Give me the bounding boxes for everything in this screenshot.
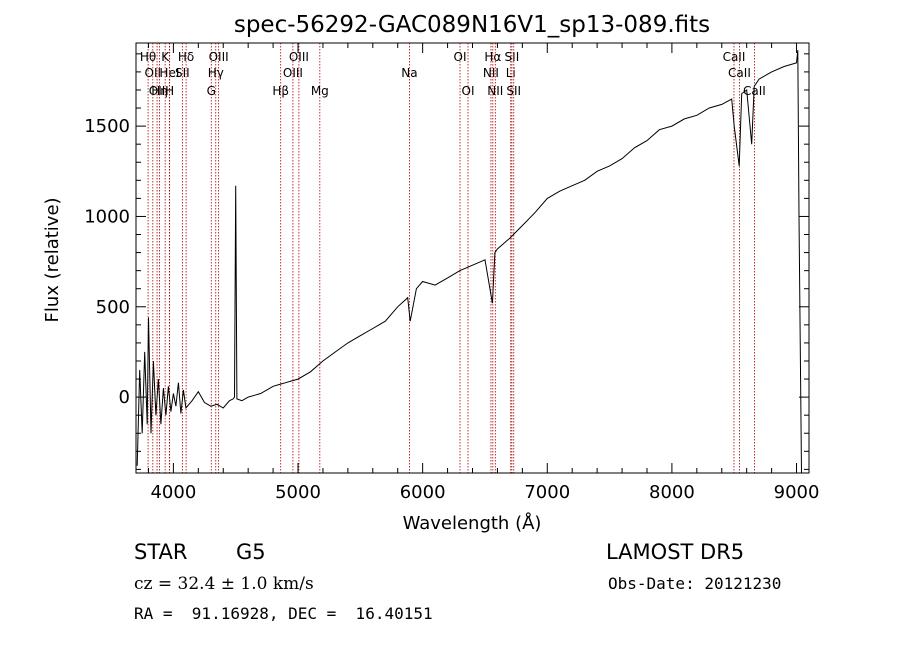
line-marker-label-16: Na <box>401 66 417 80</box>
line-marker-label-17: OI <box>454 50 467 64</box>
line-marker-label-18: OI <box>462 84 475 98</box>
y-tick-label-2: 1000 <box>84 206 130 227</box>
x-tick-label-3: 7000 <box>524 482 570 503</box>
object-class: STAR <box>134 540 188 564</box>
line-marker-label-14: OIII <box>289 50 309 64</box>
y-tick-label-1: 500 <box>96 297 130 318</box>
line-marker-label-20: Hα <box>484 50 501 64</box>
x-tick-label-5: 9000 <box>774 482 820 503</box>
x-tick-label-4: 8000 <box>649 482 695 503</box>
line-marker-label-7: SII <box>175 66 190 80</box>
line-marker-label-23: SII <box>505 50 520 64</box>
line-marker-label-19: NII <box>483 66 499 80</box>
line-marker-label-3: Hη <box>151 84 168 98</box>
axis-ticks: 4000 5000 6000 7000 8000 9000 0 500 1000 1500 <box>84 43 819 503</box>
line-marker-label-12: Hβ <box>272 84 289 98</box>
y-tick-label-3: 1500 <box>84 116 130 137</box>
line-marker-label-4: K <box>161 50 170 64</box>
line-marker-label-22: Li <box>506 66 516 80</box>
line-marker-label-0: Hθ <box>140 50 156 64</box>
coordinates: RA = 91.16928, DEC = 16.40151 <box>134 604 433 623</box>
obs-date: Obs-Date: 20121230 <box>608 574 782 593</box>
x-tick-label-1: 5000 <box>275 482 321 503</box>
line-marker-label-21: NII <box>487 84 503 98</box>
survey-name: LAMOST DR5 <box>606 540 745 564</box>
spectrum-line <box>136 50 802 474</box>
y-tick-label-0: 0 <box>119 387 130 408</box>
y-axis-label: Flux (relative) <box>42 197 63 322</box>
x-tick-label-0: 4000 <box>150 482 196 503</box>
line-marker-label-11: OIII <box>209 50 229 64</box>
line-marker-label-26: CaII <box>728 66 751 80</box>
line-marker-label-6: H <box>165 84 174 98</box>
x-tick-label-2: 6000 <box>400 482 446 503</box>
line-marker-label-8: Hδ <box>178 50 194 64</box>
line-marker-label-2: OII <box>149 84 166 98</box>
redshift-readout: cz = 32.4 ± 1.0 km/s <box>134 574 314 594</box>
object-subclass: G5 <box>236 540 266 564</box>
line-marker-label-9: Hγ <box>208 66 224 80</box>
x-axis-label: Wavelength (Å) <box>403 512 542 534</box>
line-marker-label-24: SII <box>506 84 521 98</box>
line-marker-label-10: G <box>207 84 216 98</box>
line-marker-label-25: CaII <box>723 50 746 64</box>
line-marker-group: HθOIIOIIHηKHeIHSIIHδHγGOIIIHβOIIIOIIIMgN… <box>140 43 766 473</box>
chart-title: spec-56292-GAC089N16V1_sp13-089.fits <box>234 12 710 38</box>
plot-frame <box>135 42 810 474</box>
line-marker-label-15: Mg <box>311 84 329 98</box>
line-marker-label-13: OIII <box>283 66 303 80</box>
